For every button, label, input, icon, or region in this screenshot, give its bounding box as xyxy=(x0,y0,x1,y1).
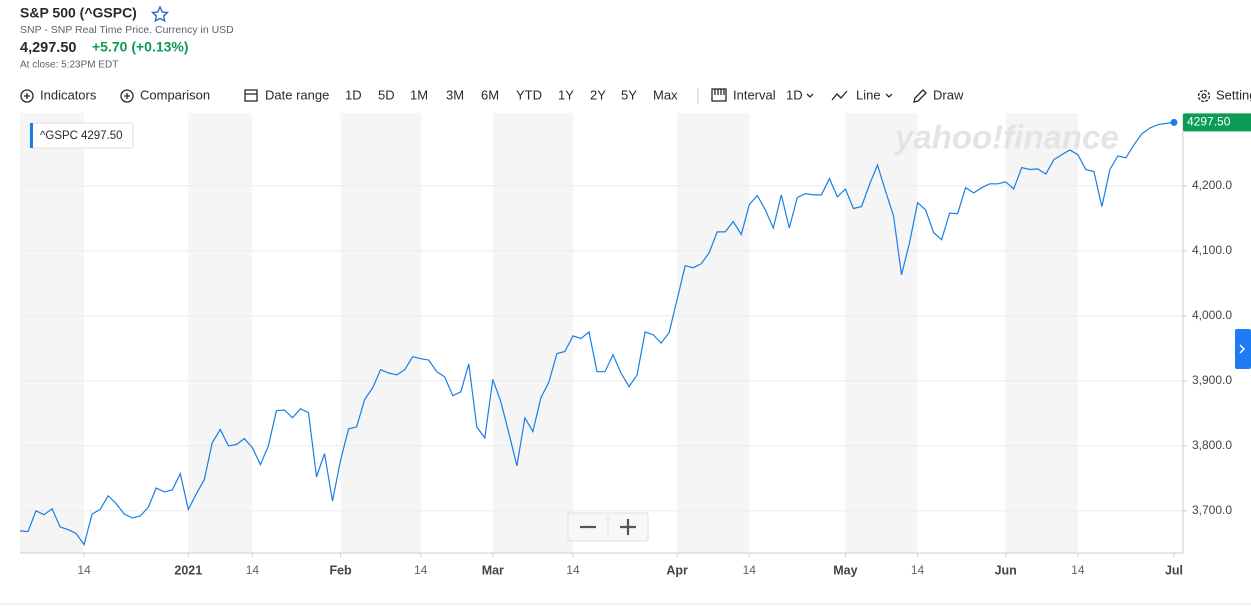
quote-title: S&P 500 (^GSPC) xyxy=(20,5,137,21)
x-tick-label: 14 xyxy=(77,563,91,577)
x-tick-label: Jun xyxy=(995,563,1017,577)
side-tab-arrow xyxy=(1239,344,1246,354)
draw-button[interactable]: Draw xyxy=(933,87,964,102)
range-button[interactable]: 2Y xyxy=(590,87,606,102)
range-button[interactable]: 5Y xyxy=(621,87,637,102)
quote-price: 4,297.50 xyxy=(20,40,76,56)
quote-subtitle: SNP - SNP Real Time Price. Currency in U… xyxy=(20,24,234,36)
period-band xyxy=(845,113,918,553)
price-line xyxy=(19,121,1175,546)
period-band xyxy=(340,113,421,553)
calendar-icon xyxy=(244,89,258,102)
zoom-in[interactable] xyxy=(620,519,636,535)
indicators-button[interactable]: Indicators xyxy=(40,87,97,102)
price-tag-label: 4297.50 xyxy=(1187,115,1231,129)
x-tick-label: 14 xyxy=(414,563,428,577)
period-band xyxy=(188,113,253,553)
range-button[interactable]: Max xyxy=(653,87,678,102)
x-tick-label: 14 xyxy=(1071,563,1085,577)
interval-icon xyxy=(714,89,725,95)
x-tick-label: Apr xyxy=(666,563,688,577)
period-band xyxy=(677,113,750,553)
chevron xyxy=(885,93,893,98)
x-tick-label: 14 xyxy=(566,563,580,577)
legend-name: ^GSPC xyxy=(40,130,78,142)
x-tick-label: Mar xyxy=(482,563,504,577)
y-tick-label: 3,800.0 xyxy=(1192,438,1232,452)
range-button[interactable]: 1Y xyxy=(558,87,574,102)
last-point xyxy=(1170,118,1178,126)
interval-value[interactable]: 1D xyxy=(786,87,803,102)
y-tick-label: 3,900.0 xyxy=(1192,373,1232,387)
legend-value: 4297.50 xyxy=(81,130,123,142)
y-tick-label: 3,700.0 xyxy=(1192,503,1232,517)
x-tick-label: 14 xyxy=(743,563,757,577)
range-button[interactable]: 5D xyxy=(378,87,395,102)
draw-icon xyxy=(913,89,927,103)
y-tick-label: 4,200.0 xyxy=(1192,178,1232,192)
x-tick-label: May xyxy=(833,563,857,577)
settings-icon xyxy=(1197,89,1211,103)
period-band xyxy=(1005,113,1078,553)
quote-change: +5.70 (+0.13%) xyxy=(92,39,189,55)
settings-icon xyxy=(1201,93,1207,99)
interval-button[interactable]: Interval xyxy=(733,87,776,102)
indicators-icon xyxy=(24,93,30,99)
y-tick-label: 4,100.0 xyxy=(1192,243,1232,257)
comparison-button[interactable]: Comparison xyxy=(140,87,210,102)
date-range-button[interactable]: Date range xyxy=(265,87,329,102)
settings-button[interactable]: Settings xyxy=(1216,87,1251,102)
watchlist-star[interactable] xyxy=(150,5,170,23)
range-button[interactable]: YTD xyxy=(516,87,542,102)
line-button[interactable]: Line xyxy=(856,87,881,102)
watermark: yahoo!finance xyxy=(893,119,1119,156)
legend-swatch xyxy=(30,123,33,148)
x-tick-label: Feb xyxy=(329,563,352,577)
x-tick-label: 14 xyxy=(911,563,925,577)
x-tick-label: Jul xyxy=(1165,563,1183,577)
price-tag xyxy=(1183,113,1251,132)
indicators-icon xyxy=(20,89,34,103)
range-button[interactable]: 1D xyxy=(345,87,362,102)
range-button[interactable]: 6M xyxy=(481,87,499,102)
plot: yahoo!finance 3,700.0 3,800.0 3,900.0 4,000.… xyxy=(19,113,1251,577)
x-tick-label: 14 xyxy=(246,563,260,577)
period-band xyxy=(492,113,573,553)
line-icon xyxy=(831,90,848,101)
range-button[interactable]: 1M xyxy=(410,87,428,102)
period-band xyxy=(20,113,85,553)
comparison-icon xyxy=(124,93,130,99)
range-button[interactable]: 3M xyxy=(446,87,464,102)
chevron xyxy=(806,93,814,98)
y-tick-label: 4,000.0 xyxy=(1192,308,1232,322)
comparison-icon xyxy=(120,89,134,103)
toolbar: Indicators Comparison Date range Interva… xyxy=(20,87,1251,104)
x-tick-label: 2021 xyxy=(174,563,202,577)
quote-close: At close: 5:23PM EDT xyxy=(20,60,118,71)
interval-icon xyxy=(711,88,727,102)
